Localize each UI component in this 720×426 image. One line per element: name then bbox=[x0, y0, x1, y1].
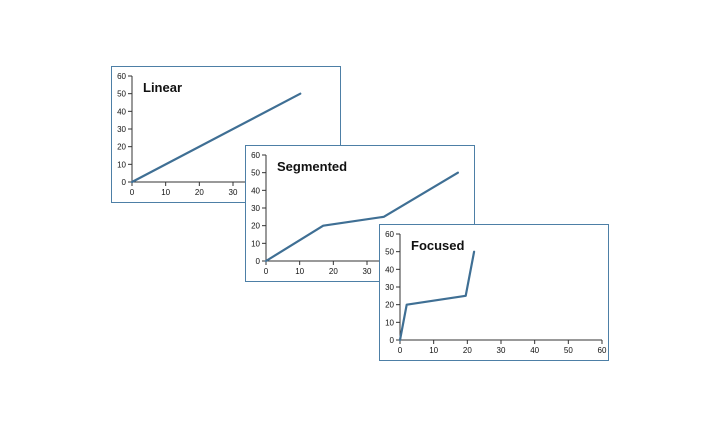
chart-panel-focused: 0 10 20 30 40 50 60 0 10 20 30 40 50 60 Focused bbox=[379, 224, 609, 361]
y-tick-label: 20 bbox=[385, 301, 394, 310]
y-tick-label: 0 bbox=[256, 257, 261, 266]
x-tick-label: 20 bbox=[329, 267, 338, 276]
y-tick-label: 50 bbox=[251, 169, 260, 178]
y-tick-label: 40 bbox=[385, 265, 394, 274]
series-line bbox=[264, 171, 459, 263]
chart-title: Focused bbox=[411, 238, 465, 253]
y-tick-label: 40 bbox=[117, 107, 126, 116]
y-tick-label: 10 bbox=[117, 160, 126, 169]
y-tick-label: 20 bbox=[117, 143, 126, 152]
y-tick-label: 30 bbox=[251, 204, 260, 213]
x-tick-label: 0 bbox=[398, 346, 403, 355]
x-tick-label: 20 bbox=[463, 346, 472, 355]
x-tick-label: 20 bbox=[195, 188, 204, 197]
y-tick-label: 20 bbox=[251, 222, 260, 231]
y-tick-label: 50 bbox=[385, 248, 394, 257]
chart-title: Linear bbox=[143, 80, 182, 95]
y-tick-label: 0 bbox=[122, 178, 127, 187]
y-tick-label: 40 bbox=[251, 186, 260, 195]
x-tick-label: 0 bbox=[130, 188, 135, 197]
x-tick-label: 30 bbox=[497, 346, 506, 355]
x-tick-label: 30 bbox=[229, 188, 238, 197]
x-tick-label: 10 bbox=[429, 346, 438, 355]
x-tick-label: 30 bbox=[363, 267, 372, 276]
y-tick-label: 50 bbox=[117, 90, 126, 99]
x-tick-label: 10 bbox=[295, 267, 304, 276]
y-tick-label: 0 bbox=[390, 336, 395, 345]
y-tick-label: 10 bbox=[385, 318, 394, 327]
x-tick-label: 10 bbox=[161, 188, 170, 197]
y-tick-label: 60 bbox=[251, 151, 260, 160]
focused-chart: 0 10 20 30 40 50 60 0 10 20 30 40 50 60 Focused bbox=[385, 230, 607, 355]
segmented-chart: 0 10 20 30 40 50 60 0 10 20 30 40 50 60 Segmented bbox=[251, 151, 473, 276]
y-tick-label: 30 bbox=[385, 283, 394, 292]
chart-title: Segmented bbox=[277, 159, 347, 174]
series-line bbox=[130, 92, 302, 184]
y-tick-label: 60 bbox=[117, 72, 126, 81]
series-line bbox=[398, 250, 476, 342]
x-tick-label: 0 bbox=[264, 267, 269, 276]
y-tick-label: 30 bbox=[117, 125, 126, 134]
chart-panel-linear: 0 10 20 30 40 50 60 0 10 20 30 40 50 60 Linear bbox=[111, 66, 341, 203]
y-tick-label: 10 bbox=[251, 239, 260, 248]
x-tick-label: 50 bbox=[564, 346, 573, 355]
x-tick-label: 60 bbox=[598, 346, 607, 355]
y-tick-label: 60 bbox=[385, 230, 394, 239]
x-tick-label: 40 bbox=[530, 346, 539, 355]
